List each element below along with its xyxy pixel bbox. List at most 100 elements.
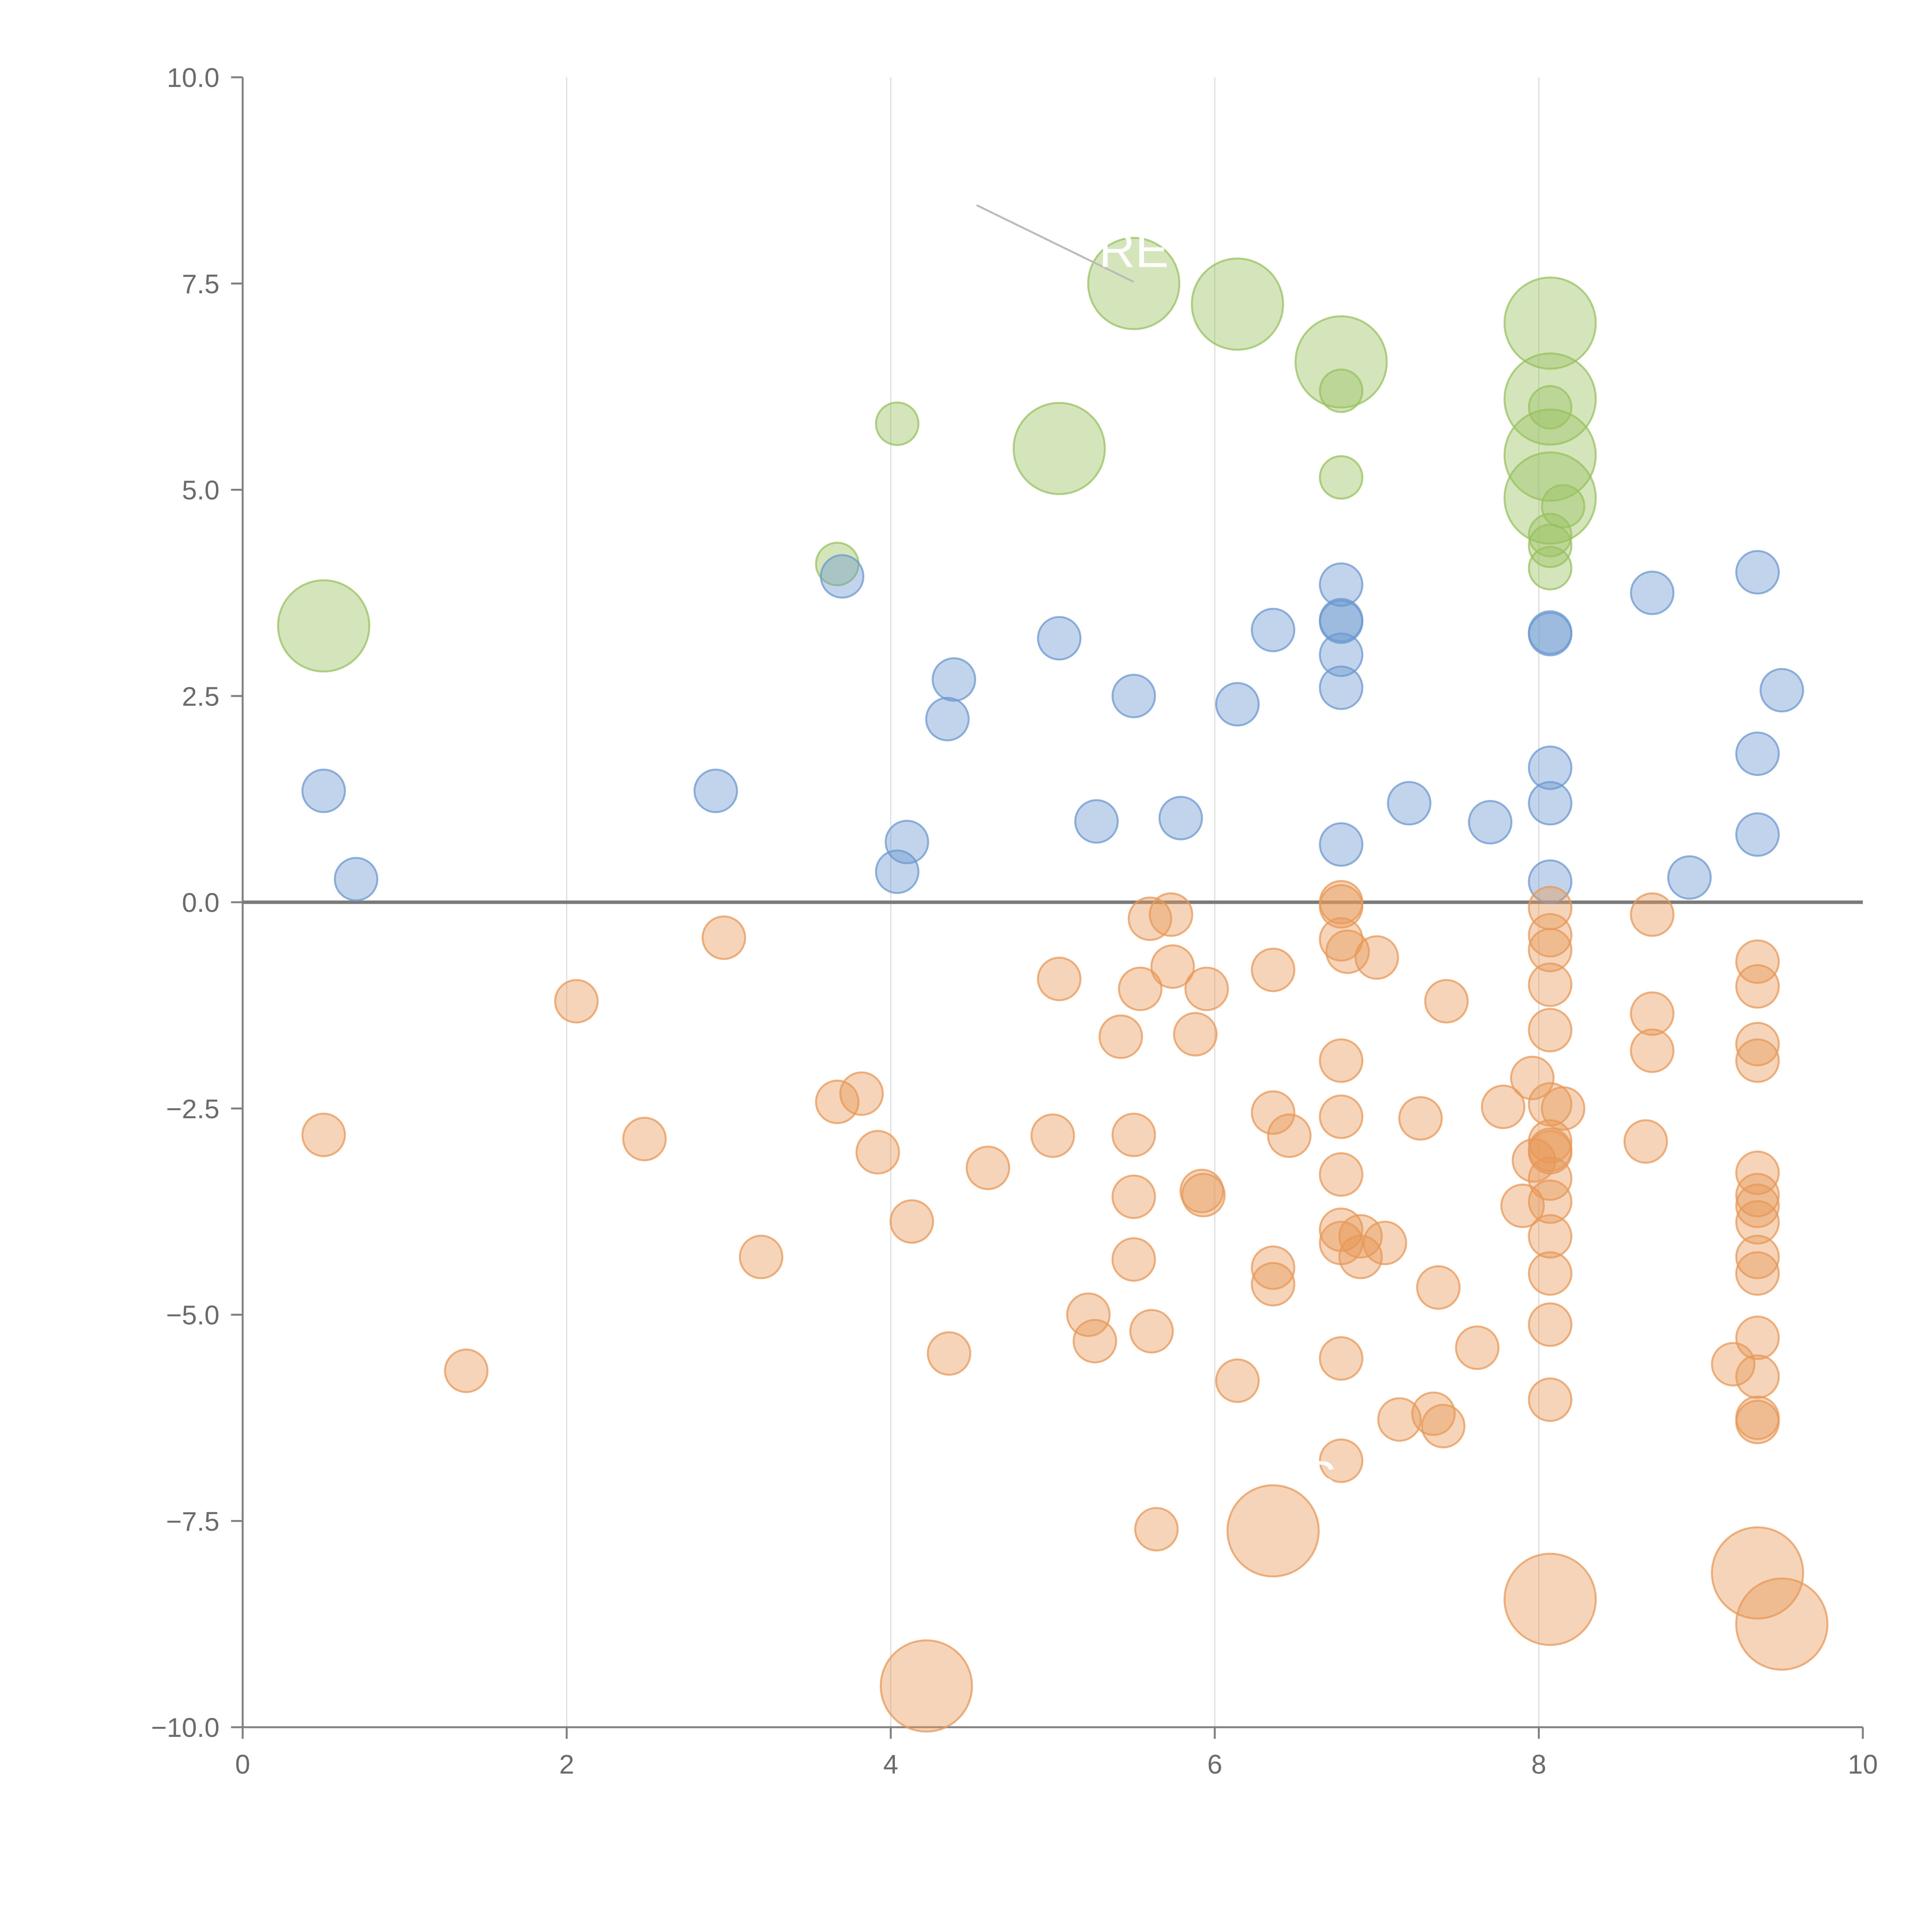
orange-point bbox=[1319, 1038, 1364, 1083]
y-tick-label: −10.0 bbox=[151, 1713, 219, 1743]
orange-point bbox=[1111, 1112, 1156, 1157]
orange-point bbox=[855, 1130, 900, 1175]
orange-point bbox=[1150, 944, 1195, 989]
orange-point bbox=[1528, 1214, 1573, 1259]
blue-point bbox=[1037, 616, 1082, 661]
orange-point bbox=[1118, 966, 1163, 1011]
orange-point bbox=[1630, 991, 1675, 1036]
orange-point bbox=[1735, 1354, 1780, 1399]
orange-point bbox=[1735, 1251, 1780, 1296]
orange-point bbox=[1481, 1084, 1526, 1129]
orange-point bbox=[1338, 1235, 1383, 1279]
orange-point bbox=[739, 1235, 784, 1279]
orange-point bbox=[1735, 939, 1780, 984]
orange-point bbox=[1354, 935, 1399, 980]
blue-point bbox=[1528, 781, 1573, 826]
orange-point bbox=[1099, 1014, 1143, 1059]
annotation-label: S bbox=[1303, 1451, 1337, 1507]
annotations: RE S bbox=[976, 204, 1337, 1507]
orange-point bbox=[1377, 1397, 1422, 1442]
blue-point bbox=[1735, 731, 1780, 776]
orange-point bbox=[1267, 1113, 1312, 1158]
orange-point bbox=[1735, 1038, 1780, 1083]
orange-point bbox=[815, 1080, 860, 1124]
orange-point bbox=[1226, 1484, 1320, 1578]
y-tick-label: 2.5 bbox=[182, 681, 219, 711]
orange-point bbox=[1251, 947, 1296, 992]
orange-point bbox=[1735, 964, 1780, 1009]
orange-point bbox=[1503, 1553, 1597, 1646]
blue-point bbox=[884, 820, 929, 864]
blue-point bbox=[334, 857, 379, 901]
orange-point bbox=[1528, 1302, 1573, 1347]
orange-point bbox=[1735, 1400, 1780, 1444]
orange-point bbox=[1134, 1507, 1179, 1552]
blue-point bbox=[1735, 812, 1780, 857]
green-point bbox=[1503, 352, 1597, 446]
orange-point bbox=[1528, 963, 1573, 1007]
orange-point bbox=[1500, 1184, 1545, 1228]
blue-point bbox=[1468, 800, 1513, 845]
orange-point bbox=[1630, 892, 1675, 937]
green-point bbox=[1191, 257, 1284, 351]
orange-point bbox=[966, 1145, 1010, 1190]
blue-point bbox=[875, 849, 920, 894]
orange-point bbox=[1251, 1245, 1296, 1290]
orange-point bbox=[1111, 1237, 1156, 1282]
orange-point bbox=[1623, 1119, 1668, 1164]
green-point bbox=[1528, 524, 1573, 568]
blue-point bbox=[1759, 668, 1804, 713]
blue-point bbox=[1319, 822, 1364, 867]
orange-point bbox=[1528, 928, 1573, 973]
axes: −10.0 −7.5 −5.0 −2.5 0.0 2.5 5.0 7.5 10.0 0 2 4 6 8 10 bbox=[151, 63, 1878, 1779]
x-tick-label: 10 bbox=[1848, 1749, 1878, 1779]
orange-point bbox=[1251, 1262, 1296, 1307]
blue-point bbox=[932, 657, 976, 702]
blue-point bbox=[925, 697, 970, 742]
orange-point bbox=[1181, 1173, 1226, 1218]
orange-point bbox=[1528, 1130, 1573, 1175]
blue-point bbox=[1111, 673, 1156, 718]
y-tick-label: 5.0 bbox=[182, 475, 219, 505]
orange-point bbox=[301, 1112, 346, 1157]
annotation-label: RE bbox=[1099, 221, 1169, 278]
orange-point bbox=[927, 1331, 971, 1376]
orange-point bbox=[1735, 1200, 1780, 1245]
blue-point bbox=[1528, 859, 1573, 904]
orange-point bbox=[1735, 1315, 1780, 1360]
orange-point bbox=[1066, 1293, 1111, 1337]
orange-point bbox=[1037, 957, 1082, 1002]
blue-point bbox=[820, 554, 864, 599]
orange-point bbox=[1319, 1438, 1364, 1483]
orange-point bbox=[1528, 1251, 1573, 1296]
x-tick-label: 6 bbox=[1207, 1749, 1222, 1779]
blue-point bbox=[1735, 550, 1780, 595]
blue-point bbox=[1319, 633, 1364, 677]
x-tick-label: 0 bbox=[235, 1749, 250, 1779]
orange-point bbox=[1129, 1309, 1174, 1354]
orange-point bbox=[1528, 913, 1573, 957]
orange-point bbox=[1149, 892, 1194, 937]
orange-point bbox=[1416, 1265, 1461, 1310]
orange-point bbox=[554, 979, 599, 1024]
orange-point bbox=[1031, 1113, 1075, 1158]
orange-point bbox=[1421, 1404, 1466, 1449]
blue-point bbox=[1158, 796, 1203, 840]
blue-point bbox=[1387, 781, 1432, 826]
orange-point bbox=[1325, 929, 1370, 974]
orange-point bbox=[444, 1349, 489, 1393]
orange-point bbox=[1711, 1526, 1804, 1620]
orange-point bbox=[1630, 1028, 1675, 1073]
orange-point bbox=[1541, 1086, 1585, 1131]
green-point bbox=[1503, 451, 1597, 545]
y-tick-label: −5.0 bbox=[166, 1300, 219, 1330]
y-tick-label: 7.5 bbox=[182, 269, 219, 299]
orange-point bbox=[1735, 1173, 1780, 1218]
y-tick-label: −7.5 bbox=[166, 1506, 219, 1536]
orange-point bbox=[622, 1117, 667, 1162]
orange-point bbox=[1319, 1152, 1364, 1197]
y-tick-label: 0.0 bbox=[182, 888, 219, 918]
orange-point bbox=[1735, 1022, 1780, 1066]
blue-point bbox=[1319, 562, 1364, 607]
